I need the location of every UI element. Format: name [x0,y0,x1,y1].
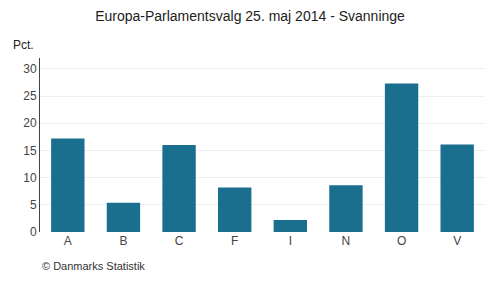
svg-text:O: O [397,234,406,248]
svg-text:I: I [289,234,292,248]
svg-text:© Danmarks Statistik: © Danmarks Statistik [42,260,145,272]
svg-text:10: 10 [23,171,37,185]
svg-text:V: V [453,234,461,248]
svg-text:B: B [119,234,127,248]
svg-text:C: C [175,234,184,248]
svg-text:N: N [342,234,351,248]
svg-text:25: 25 [23,89,37,103]
svg-text:0: 0 [30,225,37,239]
svg-text:20: 20 [23,116,37,130]
svg-text:Pct.: Pct. [13,38,34,52]
svg-text:5: 5 [30,198,37,212]
svg-text:30: 30 [23,62,37,76]
svg-text:Europa-Parlamentsvalg 25. maj: Europa-Parlamentsvalg 25. maj 2014 - Sva… [95,8,405,24]
svg-text:F: F [231,234,238,248]
svg-text:15: 15 [23,144,37,158]
svg-text:A: A [64,234,72,248]
